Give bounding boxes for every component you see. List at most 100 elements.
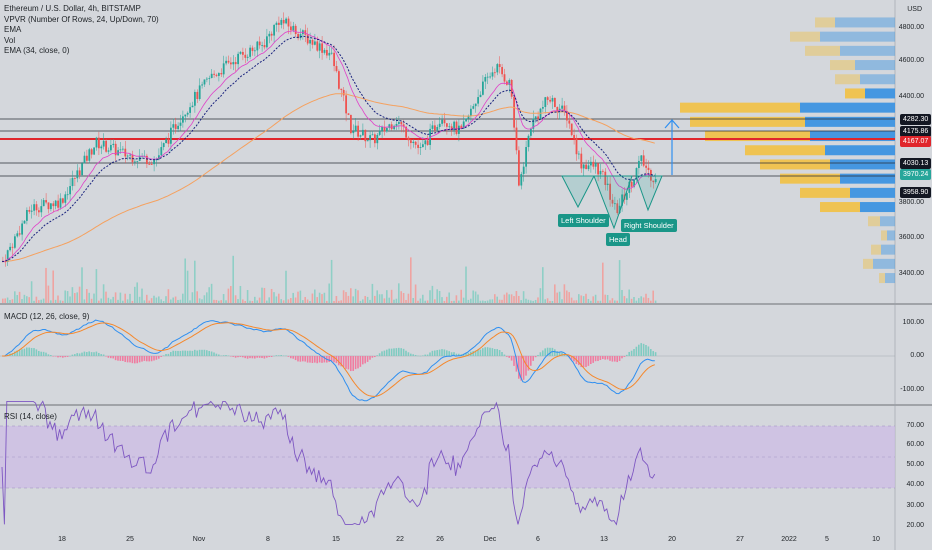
volume-bar xyxy=(494,294,496,303)
candle-body xyxy=(102,140,105,147)
volume-bar xyxy=(42,298,45,303)
macd-hist-bar xyxy=(614,356,616,362)
candle-body xyxy=(460,125,463,129)
candle-body xyxy=(585,164,587,170)
vp-up-bar xyxy=(855,60,895,71)
macd-legend[interactable]: MACD (12, 26, close, 9) xyxy=(4,312,89,323)
macd-hist-bar xyxy=(654,352,657,356)
head-label[interactable]: Head xyxy=(606,233,630,246)
candle-body xyxy=(647,167,650,171)
volume-bar xyxy=(638,298,640,303)
volume-bar xyxy=(14,291,16,303)
vp-down-bar xyxy=(835,74,860,85)
volume-bar xyxy=(261,287,263,303)
candle-body xyxy=(165,139,167,144)
macd-hist-bar xyxy=(458,353,460,356)
volume-bar xyxy=(50,300,52,303)
macd-hist-bar xyxy=(453,352,455,356)
macd-hist-bar xyxy=(222,355,225,356)
volume-bar xyxy=(107,297,110,303)
candle-body xyxy=(318,43,321,51)
macd-hist-bar xyxy=(287,356,290,357)
volume-bar xyxy=(431,285,434,303)
macd-hist-bar xyxy=(86,352,88,356)
macd-hist-bar xyxy=(318,356,321,363)
indicator-ema34[interactable]: EMA (34, close, 0) xyxy=(4,46,70,55)
macd-hist-bar xyxy=(83,351,86,356)
candle-body xyxy=(364,129,367,142)
vp-down-bar xyxy=(879,273,885,284)
volume-bar xyxy=(206,292,208,303)
volume-bar xyxy=(450,300,453,303)
macd-hist-bar xyxy=(122,356,124,362)
volume-bar xyxy=(165,296,167,303)
macd-hist-bar xyxy=(479,349,482,356)
volume-bar xyxy=(189,300,191,303)
indicator-ema[interactable]: EMA xyxy=(4,25,22,34)
volume-bar xyxy=(378,294,381,303)
candle-body xyxy=(357,125,359,137)
volume-bar xyxy=(623,296,626,303)
macd-hist-bar xyxy=(237,356,239,358)
candle-body xyxy=(59,198,62,208)
volume-bar xyxy=(525,298,527,303)
macd-hist-bar xyxy=(630,350,633,356)
candle-body xyxy=(398,122,400,124)
macd-hist-bar xyxy=(225,355,227,356)
macd-hist-bar xyxy=(417,355,419,357)
macd-hist-bar xyxy=(119,356,122,361)
rsi-line xyxy=(1,400,656,526)
volume-bar xyxy=(278,293,280,303)
candle-body xyxy=(162,143,165,148)
volume-bars xyxy=(2,255,657,303)
macd-hist-bar xyxy=(328,356,330,363)
candle-body xyxy=(316,41,319,51)
macd-hist-bar xyxy=(599,356,602,361)
candle-body xyxy=(630,181,633,187)
volume-bar xyxy=(527,299,530,303)
candle-body xyxy=(503,74,506,82)
macd-hist-bar xyxy=(28,347,30,356)
macd-hist-bar xyxy=(45,352,47,356)
time-tick: 22 xyxy=(396,536,404,543)
candle-body xyxy=(484,77,487,82)
macd-hist-bar xyxy=(208,350,210,356)
rsi-legend[interactable]: RSI (14, close) xyxy=(4,412,57,423)
candle-body xyxy=(592,161,595,167)
indicator-vpvr[interactable]: VPVR (Number Of Rows, 24, Up/Down, 70) xyxy=(4,14,159,24)
macd-hist-bar xyxy=(652,351,654,356)
macd-hist-bar xyxy=(638,344,640,356)
volume-bar xyxy=(542,267,544,303)
macd-hist-bar xyxy=(618,356,621,361)
candle-body xyxy=(498,64,501,68)
vp-up-bar xyxy=(840,45,895,56)
candle-body xyxy=(206,78,208,80)
volume-bar xyxy=(316,297,318,303)
volume-bar xyxy=(254,296,256,303)
right-shoulder-label[interactable]: Right Shoulder xyxy=(621,219,677,232)
candle-body xyxy=(388,124,391,128)
macd-hist-bar xyxy=(573,356,575,362)
volume-bar xyxy=(150,298,153,303)
macd-hist-bar xyxy=(503,354,506,356)
volume-bar xyxy=(426,300,429,303)
candle-body xyxy=(345,95,347,114)
macd-hist-bar xyxy=(388,348,390,356)
indicator-vol[interactable]: Vol xyxy=(4,35,16,45)
vp-up-bar xyxy=(880,216,895,227)
rsi-tick: 60.00 xyxy=(906,441,924,448)
volume-bar xyxy=(306,299,309,303)
candle-body xyxy=(268,33,271,37)
chart-title[interactable]: Ethereum / U.S. Dollar, 4h, BITSTAMP xyxy=(4,4,141,13)
macd-hist-bar xyxy=(321,356,323,363)
candle-body xyxy=(270,33,273,36)
macd-hist-bar xyxy=(642,343,645,356)
volume-bar xyxy=(474,291,477,303)
left-shoulder-label[interactable]: Left Shoulder xyxy=(558,214,609,227)
macd-hist-bar xyxy=(472,351,474,356)
volume-bar xyxy=(371,283,374,303)
candle-body xyxy=(496,64,499,73)
macd-hist-bar xyxy=(177,350,179,356)
candle-body xyxy=(410,140,412,144)
candle-body xyxy=(333,52,335,67)
